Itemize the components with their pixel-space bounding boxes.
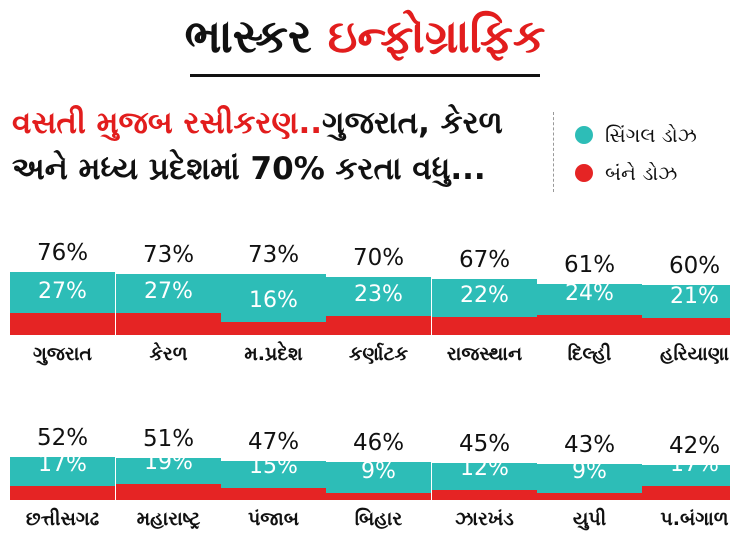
both-dose-label: 23% — [354, 281, 403, 307]
both-dose-bar — [221, 321, 326, 335]
both-dose-label: 17% — [38, 451, 87, 477]
both-dose-label: 24% — [565, 281, 614, 307]
both-dose-bar — [116, 484, 221, 500]
single-dose-label: 43% — [563, 432, 616, 459]
single-dose-bar: 23% — [326, 276, 431, 335]
state-name: ઝારખંડ — [455, 508, 514, 530]
state-name: છત્તીસગઢ — [25, 508, 100, 530]
single-dose-label: 51% — [142, 425, 195, 452]
single-dose-bar: 21% — [642, 283, 730, 335]
single-dose-bar: 19% — [116, 450, 221, 500]
single-dose-bar: 15% — [221, 454, 326, 500]
both-dose-label: 16% — [249, 287, 298, 313]
single-dose-label: 45% — [458, 430, 511, 457]
single-dose-bar: 27% — [116, 274, 221, 335]
headline-red: વસતી મુજબ રસીકરણ.. — [12, 105, 323, 141]
brand-underline — [190, 74, 540, 77]
both-dose-bar — [326, 315, 431, 335]
state-name: યુપી — [572, 508, 607, 530]
state-name: પ.બંગાળ — [660, 508, 729, 530]
both-dose-bar — [10, 485, 115, 500]
legend-label-both: બંને ડોઝ — [605, 161, 678, 185]
both-dose-bar — [10, 312, 115, 335]
single-dose-label: 76% — [36, 239, 89, 266]
legend-item-single: સિંગલ ડોઝ — [575, 116, 697, 154]
headline: વસતી મુજબ રસીકરણ..ગુજરાત, કેરળ અને મધ્ય … — [12, 100, 532, 192]
single-dose-bar: 17% — [642, 452, 730, 500]
state-name: રાજસ્થાન — [446, 343, 523, 365]
both-dose-label: 19% — [144, 450, 193, 476]
brand-title: ભાસ્કર ઇન્ફોગ્રાફિક — [0, 6, 730, 66]
single-dose-bar: 16% — [221, 274, 326, 335]
legend-divider — [553, 112, 554, 192]
both-dose-bar — [537, 492, 642, 500]
both-dose-label: 17% — [670, 451, 719, 477]
single-dose-label: 60% — [668, 253, 721, 280]
both-dose-bar — [537, 315, 642, 335]
both-dose-bar — [642, 317, 730, 335]
both-dose-label: 9% — [572, 458, 607, 484]
both-dose-label: 15% — [249, 453, 298, 479]
both-dose-bar — [221, 487, 326, 500]
both-dose-bar — [116, 312, 221, 335]
single-dose-label: 52% — [36, 424, 89, 451]
both-dose-label: 21% — [670, 283, 719, 309]
state-name: ગુજરાત — [33, 343, 92, 365]
single-dose-label: 61% — [563, 252, 616, 279]
single-dose-label: 47% — [247, 428, 300, 455]
both-dose-bar — [432, 316, 537, 335]
single-dose-label: 46% — [352, 429, 405, 456]
single-dose-bar: 9% — [537, 459, 642, 500]
brand-part-1: ભાસ્કર — [184, 9, 312, 63]
single-dose-label: 73% — [247, 242, 300, 269]
single-dose-bar: 9% — [326, 458, 431, 500]
both-dose-bar — [642, 485, 730, 500]
both-dose-label: 12% — [460, 456, 509, 482]
state-name: મ.પ્રદેશ — [244, 343, 303, 365]
legend-swatch-both — [575, 164, 593, 182]
brand-part-2: ઇન્ફોગ્રાફિક — [327, 9, 546, 63]
state-name: કર્ણાટક — [348, 343, 409, 365]
both-dose-bar — [432, 490, 537, 500]
state-name: પંજાબ — [247, 508, 300, 530]
single-dose-label: 42% — [668, 433, 721, 460]
single-dose-bar: 17% — [10, 452, 115, 500]
single-dose-label: 70% — [352, 244, 405, 271]
legend: સિંગલ ડોઝ બંને ડોઝ — [575, 116, 697, 192]
single-dose-bar: 24% — [537, 281, 642, 335]
state-name: બિહાર — [354, 508, 403, 530]
both-dose-label: 9% — [361, 458, 396, 484]
state-name: મહારાષ્ટ્ર — [136, 508, 201, 530]
single-dose-label: 73% — [142, 242, 195, 269]
single-dose-label: 67% — [458, 247, 511, 274]
single-dose-bar: 12% — [432, 456, 537, 500]
both-dose-bar — [326, 492, 431, 500]
both-dose-label: 27% — [144, 278, 193, 304]
both-dose-label: 22% — [460, 282, 509, 308]
state-name: કેરળ — [149, 343, 188, 365]
state-name: દિલ્હી — [567, 343, 612, 365]
state-name: હરિયાણા — [659, 343, 730, 365]
single-dose-bar: 22% — [432, 279, 537, 335]
legend-swatch-single — [575, 126, 593, 144]
headline-black: ગુજરાત, કેરળ અને મધ્ય પ્રદેશમાં 70% કરતા… — [12, 105, 503, 187]
both-dose-label: 27% — [38, 278, 87, 304]
single-dose-bar: 27% — [10, 271, 115, 335]
legend-item-both: બંને ડોઝ — [575, 154, 697, 192]
legend-label-single: સિંગલ ડોઝ — [605, 123, 697, 147]
